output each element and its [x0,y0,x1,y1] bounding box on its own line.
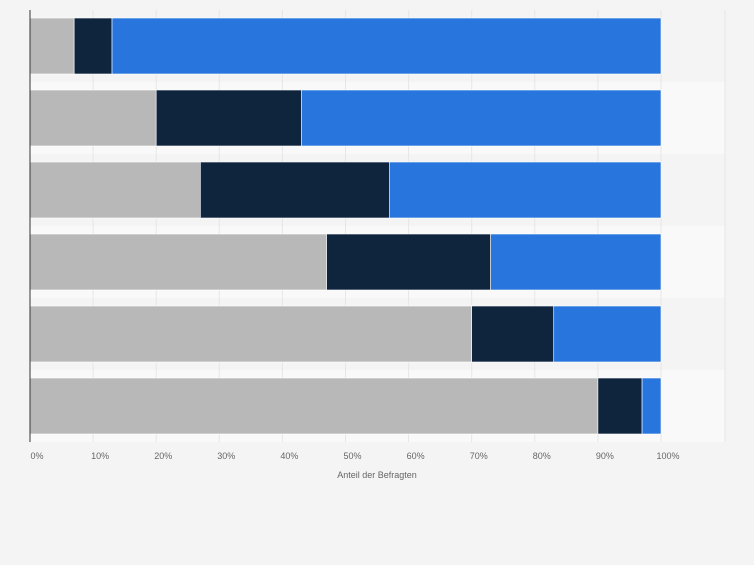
bar-segment-row1-series3[interactable] [111,17,662,75]
bar-segment-row6-series2[interactable] [597,377,643,435]
bar-segment-row3-series1[interactable] [29,161,201,219]
x-tick-label: 10% [91,451,109,461]
bar-segment-row6-series3[interactable] [641,377,662,435]
x-tick-label: 90% [596,451,614,461]
bar-segment-row3-series3[interactable] [389,161,662,219]
x-tick-label: 80% [533,451,551,461]
x-tick-label: 0% [30,451,43,461]
bar-segment-row4-series3[interactable] [490,233,662,291]
bars [29,17,662,435]
bar-segment-row2-series2[interactable] [155,89,302,147]
bar-segment-row5-series1[interactable] [29,305,473,363]
bar-segment-row4-series1[interactable] [29,233,327,291]
bar-segment-row6-series1[interactable] [29,377,599,435]
bar-segment-row5-series3[interactable] [553,305,662,363]
x-tick-label: 40% [280,451,298,461]
bar-segment-row1-series2[interactable] [73,17,113,75]
x-tick-label: 30% [217,451,235,461]
row-bands [30,10,725,442]
bar-segment-row3-series2[interactable] [200,161,390,219]
x-axis-tick-labels: 0% 10% 20% 30% 40% 50% 60% 70% 80% 90% 100% [30,451,679,461]
bar-segment-row2-series3[interactable] [301,89,662,147]
x-tick-label: 100% [656,451,679,461]
bar-segment-row2-series1[interactable] [29,89,157,147]
x-tick-label: 50% [343,451,361,461]
bar-segment-row4-series2[interactable] [326,233,491,291]
bar-segment-row5-series2[interactable] [471,305,555,363]
x-axis-title: Anteil der Befragten [337,470,417,480]
bar-segment-row1-series1[interactable] [29,17,75,75]
x-tick-label: 20% [154,451,172,461]
x-tick-label: 70% [470,451,488,461]
x-tick-label: 60% [407,451,425,461]
